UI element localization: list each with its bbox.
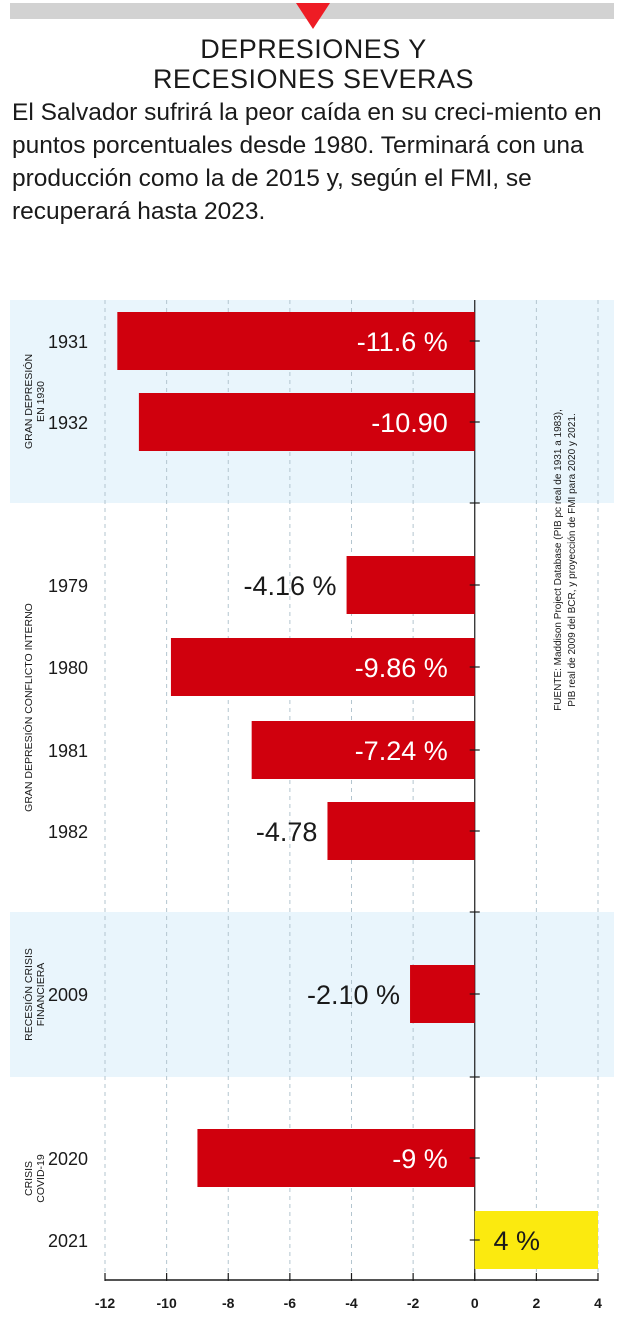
category-label: 2020 [48,1149,88,1169]
bar [327,802,475,860]
group-band [10,912,614,1077]
x-tick-label: 4 [594,1295,602,1311]
x-tick-label: -8 [222,1295,235,1311]
data-label: -9 % [392,1144,448,1174]
intro-text: El Salvador sufrirá la peor caída en su … [12,99,602,225]
category-label: 2021 [48,1231,88,1251]
source-note: PIB real de 2009 del BCR, y proyección d… [567,413,578,707]
x-tick-label: -4 [345,1295,358,1311]
category-label: 1932 [48,413,88,433]
group-label: CRISIS [23,1161,35,1196]
group-label: GRAN DEPRESIÓN [22,354,35,449]
x-tick-label: 2 [532,1295,540,1311]
bar [117,312,475,370]
category-label: 1982 [48,822,88,842]
x-tick-label: -10 [157,1295,177,1311]
category-label: 2009 [48,985,88,1005]
x-tick-label: -6 [284,1295,297,1311]
page-title: DEPRESIONES Y RECESIONES SEVERAS [0,34,627,94]
data-label: -2.10 % [307,980,400,1010]
data-label: -7.24 % [355,736,448,766]
x-tick-label: -12 [95,1295,115,1311]
data-label: -10.90 [371,408,448,438]
bar [138,393,475,451]
category-label: 1981 [48,741,88,761]
data-label: -4.16 % [244,571,337,601]
category-label: 1979 [48,576,88,596]
title-line-1: DEPRESIONES Y [200,34,427,64]
bar [410,965,475,1023]
bar [346,556,475,614]
group-label: FINANCIERA [35,963,47,1027]
group-label: EN 1930 [35,381,47,422]
bar [197,1129,475,1187]
title-line-2: RECESIONES SEVERAS [152,64,475,94]
source-note: FUENTE: Maddison Project Database (PIB p… [553,409,564,711]
data-label: -9.86 % [355,653,448,683]
group-label: RECESIÓN CRISIS [22,948,35,1041]
bar [170,638,475,696]
bar [251,721,475,779]
bar [474,1211,598,1269]
group-label: GRAN DEPRESIÓN CONFLICTO INTERNO [22,603,35,812]
group-label: COVID-19 [35,1154,47,1203]
x-tick-label: -2 [407,1295,420,1311]
x-tick-label: 0 [471,1295,479,1311]
data-label: 4 % [493,1226,540,1256]
category-label: 1931 [48,332,88,352]
top-marker-icon [296,3,330,29]
data-label: -4.78 [256,817,318,847]
category-label: 1980 [48,658,88,678]
data-label: -11.6 % [357,327,448,357]
